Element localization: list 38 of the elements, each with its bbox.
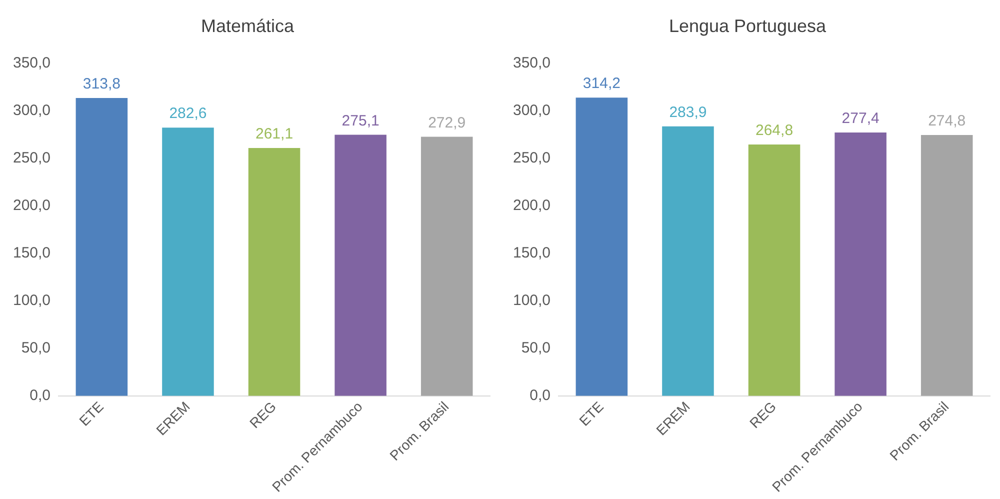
bar (748, 144, 800, 396)
data-label: 283,9 (669, 104, 707, 121)
data-label: 275,1 (342, 112, 380, 130)
bar (920, 134, 973, 396)
y-tick-label: 100,0 (512, 292, 551, 310)
y-tick-label: 350,0 (12, 54, 51, 72)
y-tick-label: 200,0 (512, 197, 551, 214)
y-tick-label: 50,0 (521, 340, 551, 357)
chart-title: Lengua Portuguesa (668, 16, 828, 36)
y-tick-label: 0,0 (530, 386, 551, 404)
y-tick-label: 250,0 (512, 150, 551, 167)
data-label: 313,8 (82, 76, 120, 93)
bar (334, 134, 386, 396)
bar (420, 136, 473, 396)
data-label: 261,1 (255, 126, 294, 143)
bar (576, 98, 628, 396)
bar (248, 148, 300, 396)
bar (662, 126, 714, 396)
data-label: 264,8 (755, 122, 794, 140)
y-tick-label: 200,0 (12, 197, 51, 214)
bar (834, 132, 886, 396)
chart-title: Matemática (200, 16, 295, 36)
y-tick-label: 0,0 (30, 386, 51, 404)
data-label: 277,4 (842, 110, 880, 128)
y-tick-label: 50,0 (21, 340, 51, 357)
y-tick-label: 150,0 (512, 244, 551, 262)
bar (76, 98, 128, 396)
y-tick-label: 250,0 (12, 150, 51, 167)
bar (162, 128, 214, 396)
y-tick-label: 100,0 (12, 292, 51, 310)
y-tick-label: 300,0 (512, 102, 551, 120)
y-tick-label: 300,0 (12, 102, 51, 120)
data-label: 314,2 (582, 75, 620, 92)
data-label: 274,8 (928, 112, 966, 130)
data-label: 272,9 (428, 114, 466, 132)
data-label: 282,6 (169, 105, 207, 122)
y-tick-label: 350,0 (512, 54, 551, 72)
y-tick-label: 150,0 (12, 244, 51, 262)
